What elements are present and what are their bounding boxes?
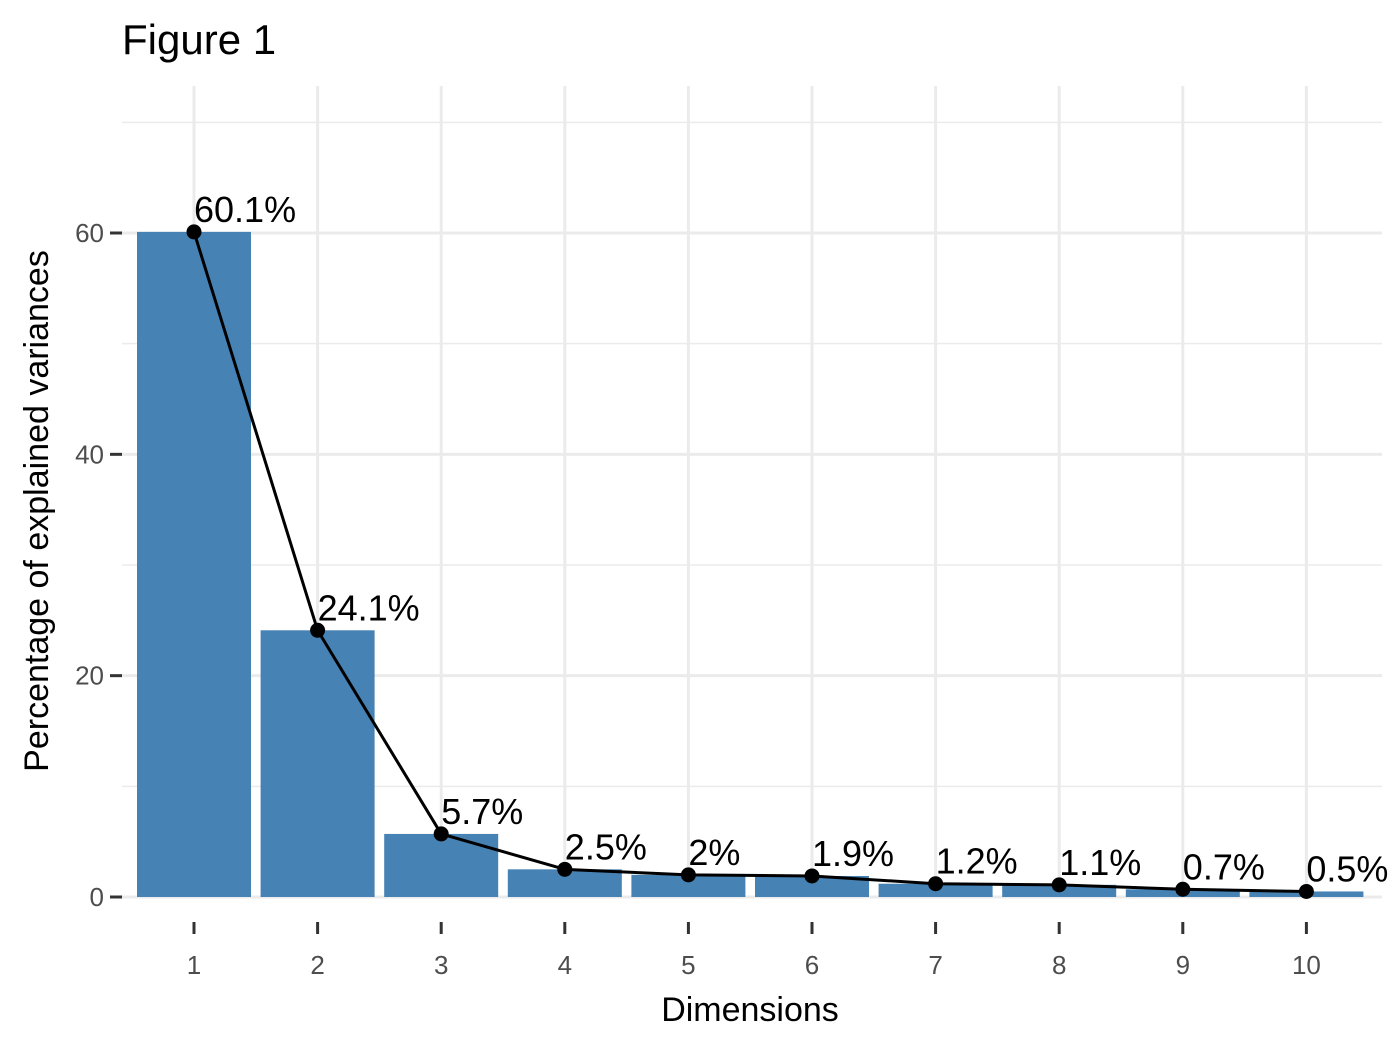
x-tick-label: 6 xyxy=(805,950,819,980)
y-axis-title: Percentage of explained variances xyxy=(18,250,56,772)
data-label-dim-8: 1.1% xyxy=(1059,842,1141,883)
data-label-dim-7: 1.2% xyxy=(936,841,1018,882)
x-tick-label: 4 xyxy=(558,950,572,980)
axes: 0 20 40 60 1 2 3 4 5 6 7 8 9 10 xyxy=(75,218,1321,980)
data-label-dim-10: 0.5% xyxy=(1306,848,1388,889)
data-label-dim-1: 60.1% xyxy=(194,189,296,230)
x-tick-label: 2 xyxy=(310,950,324,980)
data-label-dim-3: 5.7% xyxy=(441,791,523,832)
chart-title: Figure 1 xyxy=(122,16,276,63)
point-dim-5 xyxy=(680,867,696,883)
x-tick-label: 3 xyxy=(434,950,448,980)
point-dim-2 xyxy=(310,622,326,638)
bar-dim-2 xyxy=(260,630,375,897)
y-tick-label: 0 xyxy=(90,882,104,912)
bars xyxy=(137,231,1364,898)
data-label-dim-6: 1.9% xyxy=(812,833,894,874)
point-dim-6 xyxy=(804,868,820,884)
y-tick-label: 20 xyxy=(75,661,104,691)
x-axis-title: Dimensions xyxy=(661,991,839,1029)
point-dim-7 xyxy=(928,876,944,892)
x-tick-label: 9 xyxy=(1176,950,1190,980)
data-label-dim-9: 0.7% xyxy=(1183,846,1265,887)
data-labels: 60.1% 24.1% 5.7% 2.5% 2% 1.9% 1.2% 1.1% 0.7% 0.5% xyxy=(194,189,1388,890)
point-dim-1 xyxy=(186,224,202,240)
bar-dim-6 xyxy=(755,875,869,897)
x-tick-label: 1 xyxy=(187,950,201,980)
point-dim-10 xyxy=(1298,883,1314,899)
x-tick-label: 10 xyxy=(1292,950,1321,980)
y-tick-label: 60 xyxy=(75,218,104,248)
data-label-dim-2: 24.1% xyxy=(318,587,420,628)
point-dim-3 xyxy=(433,826,449,842)
point-dim-4 xyxy=(557,861,573,877)
bar-dim-5 xyxy=(631,874,746,897)
x-tick-label: 5 xyxy=(681,950,695,980)
data-label-dim-5: 2% xyxy=(688,832,740,873)
bar-dim-3 xyxy=(384,833,499,897)
point-dim-9 xyxy=(1175,881,1191,897)
point-dim-8 xyxy=(1051,877,1067,893)
x-tick-label: 8 xyxy=(1052,950,1066,980)
points xyxy=(186,224,1314,899)
bar-dim-1 xyxy=(137,231,251,898)
y-tick-label: 40 xyxy=(75,439,104,469)
x-tick-label: 7 xyxy=(928,950,942,980)
trend-line-group xyxy=(192,231,1307,893)
trend-line xyxy=(192,231,1307,893)
data-label-dim-4: 2.5% xyxy=(565,826,647,867)
